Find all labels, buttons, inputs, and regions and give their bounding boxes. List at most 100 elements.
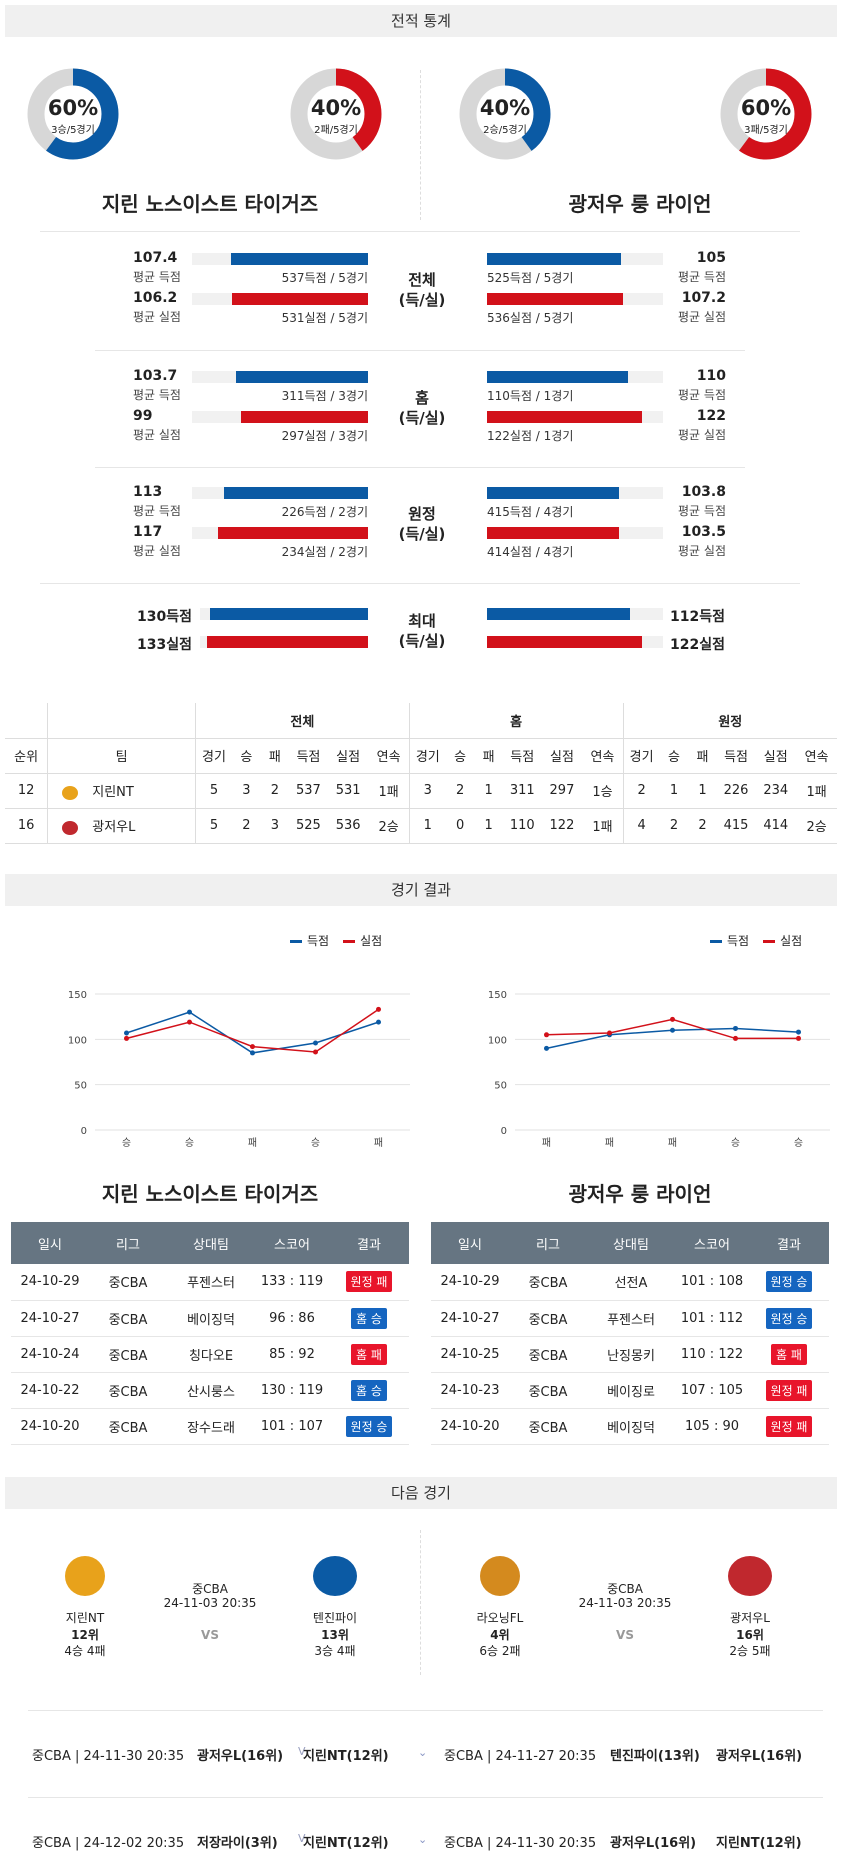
data-point [313,1049,318,1055]
team-cell[interactable]: 지린NT [47,773,196,809]
legend-label: 득점 [727,934,750,948]
column-header: 실점 [541,738,583,774]
table-cell: 24-10-20 [11,1408,89,1445]
data-point [733,1035,738,1041]
donut-svg [27,68,119,160]
category-sublabel: (득/실) [398,632,446,650]
team-name: 텐진파이 [312,1611,358,1625]
home-stat-value: 99 [133,408,153,424]
column-header: 스코어 [675,1222,749,1264]
table-cell: 24-10-23 [431,1372,509,1409]
away-stat-label: 평균 득점 [678,504,726,518]
y-tick-label: 50 [494,1081,507,1092]
table-row: 24-10-27 중CBA 베이징덕 96 : 86 홈 승 [11,1300,409,1337]
table-cell: 122 [541,808,583,844]
column-header: 리그 [89,1222,167,1264]
home-stat-label: 평균 실점 [133,544,181,558]
result-badge: 홈 패 [771,1343,807,1365]
table-cell: 130 : 119 [255,1372,329,1409]
table-cell: 중CBA [509,1300,587,1337]
result-badge: 원정 승 [765,1271,813,1293]
separator-line [95,350,745,351]
data-point [124,1030,129,1036]
empty-cell [47,703,196,739]
column-header: 패 [474,738,503,774]
x-tick-label: 패 [374,1137,383,1149]
chart-legend: 득점 실점 [710,932,842,949]
home-stat-label: 평균 실점 [133,310,181,324]
column-header: 득점 [289,738,328,774]
category-sublabel: (득/실) [398,409,446,427]
column-header: 연속 [368,738,410,774]
table-cell: 장수드래 [167,1408,255,1445]
x-tick-label: 승 [122,1137,131,1149]
separator-line [95,467,745,468]
vs-label: VS [616,1628,634,1642]
game-league: 중CBA [192,1582,228,1596]
legend-swatch [710,940,722,943]
result-cell: 원정 패 [749,1408,829,1445]
record-section-header: 전적 통계 [5,5,837,37]
bar-caption: 415득점 / 4경기 [487,505,574,519]
y-tick-label: 0 [501,1126,507,1137]
column-header-row: 순위 팀 경기 승 패 득점 실점 연속 경기 승 패 득점 실점 연속 경기 승 패 득점 실점 연속 [5,738,837,774]
away-stat-label: 평균 실점 [678,544,726,558]
donut-arc [720,68,812,160]
team-name: 지린NT [92,785,134,800]
column-header: 일시 [431,1222,509,1264]
home-stat-label: 평균 득점 [133,270,181,284]
y-tick-label: 50 [74,1081,87,1092]
group-header-row: 전체 홈 원정 [5,703,837,739]
home-stat-value: 107.4 [133,250,178,266]
team-logo-icon [480,1556,520,1596]
bar-caption: 122실점 / 1경기 [487,429,574,443]
table-row: 16 광저우L 5 2 3 525 536 2승 1 0 1 110 122 1패 4 2 2 415 414 2승 [5,808,837,844]
future-team-b: 지린NT(12위) [716,1836,802,1851]
vs-label: VS [201,1628,219,1642]
table-cell: 1패 [796,773,837,809]
vs-icon: V [298,1832,306,1845]
data-point [670,1027,675,1033]
donut-svg [720,68,812,160]
table-row: 24-10-25 중CBA 난징몽키 110 : 122 홈 패 [431,1336,829,1373]
table-cell: 중CBA [89,1264,167,1301]
bar-caption: 414실점 / 4경기 [487,545,574,559]
category-label: 전체 [408,271,436,289]
max-bar [210,608,368,620]
max-bar [207,636,368,648]
separator-line [28,1797,823,1798]
score-bar [487,253,621,265]
score-bar [236,371,368,383]
team-cell[interactable]: 광저우L [47,808,196,844]
data-point [670,1016,675,1022]
game-league: 중CBA [607,1582,643,1596]
away-stat-value: 103.5 [681,524,726,540]
y-tick-label: 150 [488,990,507,1001]
table-row: 24-10-27 중CBA 푸젠스터 101 : 112 원정 승 [431,1300,829,1337]
table-cell: 중CBA [89,1336,167,1373]
home-max-value: 130득점 [137,609,192,625]
table-cell: 푸젠스터 [587,1300,675,1337]
table-cell: 101 : 108 [675,1264,749,1301]
result-cell: 원정 패 [329,1264,409,1301]
team-rank: 16위 [736,1628,764,1642]
table-cell: 1패 [368,773,410,809]
donut-subtext: 2승/5경기 [483,125,527,136]
chevron-down-icon: ⌄ [418,1833,428,1846]
score-bar [224,487,368,499]
category-label: 홈 [415,389,429,407]
table-cell: 1 [474,773,503,809]
table-cell: 107 : 105 [675,1372,749,1409]
table-cell: 536 [327,808,369,844]
header-row: 일시 리그 상대팀 스코어 결과 [431,1222,829,1264]
team-name: 광저우L [730,1611,770,1625]
table-cell: 5 [195,808,233,844]
table-cell: 2 [445,773,475,809]
result-cell: 홈 패 [329,1336,409,1373]
table-cell: 푸젠스터 [167,1264,255,1301]
column-header: 득점 [716,738,756,774]
legend-label: 실점 [360,934,383,948]
data-point [250,1050,255,1056]
table-cell: 415 [716,808,756,844]
result-badge: 원정 패 [345,1271,393,1293]
